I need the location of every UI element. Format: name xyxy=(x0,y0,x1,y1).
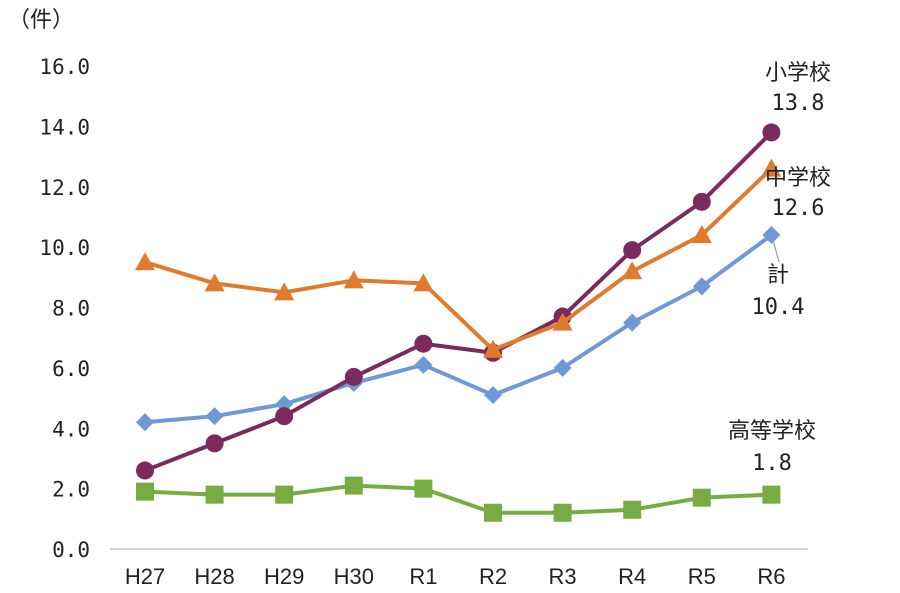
x-tick-label: R2 xyxy=(479,564,507,589)
data-point-square xyxy=(553,503,572,522)
series-label: 高等学校 xyxy=(728,419,816,444)
data-point-circle xyxy=(762,123,781,142)
data-point-square xyxy=(136,482,154,501)
series-label: 小学校 xyxy=(765,61,831,86)
series-line xyxy=(144,167,773,352)
x-tick-label: R5 xyxy=(688,564,716,589)
data-point-diamond xyxy=(623,313,642,332)
series-diamond xyxy=(136,226,781,432)
data-point-circle xyxy=(136,461,154,480)
series-annotations: 小学校 13.8 中学校 12.6 計 10.4 高等学校 1.8 xyxy=(728,61,831,476)
y-tick-label: 12.0 xyxy=(39,176,90,200)
series-line xyxy=(144,130,773,473)
data-point-triangle xyxy=(343,270,364,289)
data-point-triangle xyxy=(274,282,295,301)
data-point-circle xyxy=(692,192,711,211)
x-tick-label: R1 xyxy=(409,564,437,589)
y-tick-label: 16.0 xyxy=(39,55,90,79)
unit-label: （件） xyxy=(8,8,74,33)
data-point-square xyxy=(623,500,642,519)
x-tick-label: R4 xyxy=(618,564,646,589)
x-tick-label: H28 xyxy=(194,564,234,589)
series-value-label: 1.8 xyxy=(752,451,792,476)
series-value-label: 10.4 xyxy=(752,295,805,320)
data-point-triangle xyxy=(204,273,225,292)
data-point-square xyxy=(205,485,224,504)
data-point-triangle xyxy=(552,312,573,331)
series-circle xyxy=(136,123,781,480)
y-tick-label: 2.0 xyxy=(52,478,90,502)
data-point-diamond xyxy=(414,355,433,374)
data-point-square xyxy=(344,476,363,495)
data-point-triangle xyxy=(761,158,782,177)
series-line xyxy=(144,233,773,425)
annotation-leader-line xyxy=(772,239,780,263)
y-axis-ticks: 0.0 2.0 4.0 6.0 8.0 10.0 12.0 14.0 16.0 xyxy=(39,55,90,562)
y-tick-label: 4.0 xyxy=(52,417,90,441)
data-point-triangle xyxy=(413,273,434,292)
data-point-circle xyxy=(275,407,294,426)
series-line xyxy=(144,483,772,515)
data-point-circle xyxy=(344,367,363,386)
data-point-diamond xyxy=(205,407,224,426)
data-point-circle xyxy=(414,334,433,353)
y-tick-label: 8.0 xyxy=(52,297,90,321)
x-tick-label: R6 xyxy=(757,564,785,589)
series-value-label: 12.6 xyxy=(772,196,825,221)
x-axis-ticks: H27 H28 H29 H30 R1 R2 R3 R4 R5 R6 xyxy=(125,564,786,589)
series-triangle xyxy=(135,158,782,358)
x-tick-label: H27 xyxy=(125,564,165,589)
data-point-diamond xyxy=(692,277,711,296)
series-layer xyxy=(135,123,782,522)
data-point-square xyxy=(414,479,433,498)
y-tick-label: 14.0 xyxy=(39,115,90,139)
data-point-diamond xyxy=(136,413,154,432)
data-point-diamond xyxy=(762,226,781,245)
data-point-square xyxy=(484,503,502,522)
data-point-triangle xyxy=(622,261,643,280)
y-tick-label: 10.0 xyxy=(39,236,90,260)
x-tick-label: H29 xyxy=(264,564,304,589)
data-point-square xyxy=(692,488,711,507)
series-label: 計 xyxy=(767,263,789,288)
data-point-square xyxy=(762,485,781,504)
data-point-square xyxy=(275,485,294,504)
y-tick-label: 0.0 xyxy=(52,538,90,562)
data-point-diamond xyxy=(484,386,502,405)
data-point-triangle xyxy=(135,252,155,271)
x-tick-label: R3 xyxy=(549,564,577,589)
series-value-label: 13.8 xyxy=(772,91,825,116)
series-square xyxy=(136,476,781,522)
data-point-triangle xyxy=(691,225,712,244)
data-point-diamond xyxy=(553,358,572,377)
y-tick-label: 6.0 xyxy=(52,357,90,381)
series-label: 中学校 xyxy=(765,166,831,191)
data-point-circle xyxy=(205,434,224,453)
x-tick-label: H30 xyxy=(334,564,374,589)
data-point-triangle xyxy=(483,339,503,358)
data-point-circle xyxy=(623,241,642,260)
